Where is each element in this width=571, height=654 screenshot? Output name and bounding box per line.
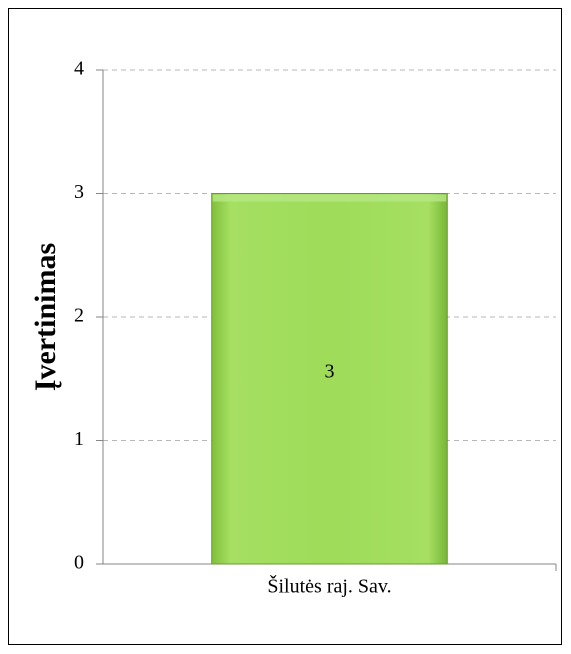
bar-group	[211, 193, 448, 565]
x-category-label: Šilutės raj. Sav.	[267, 574, 391, 598]
bar-data-label: 3	[325, 360, 335, 382]
y-tick-label: 0	[74, 552, 84, 574]
bars	[211, 193, 448, 565]
y-tick-label: 3	[74, 181, 84, 203]
y-axis-title: Įvertinimas	[29, 243, 62, 391]
bar	[211, 193, 448, 565]
bar-top-bevel	[212, 194, 447, 202]
labels: 0 1 2 3 4 3 Šilutės raj. Sav.	[74, 58, 392, 598]
y-tick-label: 2	[74, 305, 84, 327]
y-tick-label: 4	[74, 58, 84, 80]
y-tick-label: 1	[74, 428, 84, 450]
